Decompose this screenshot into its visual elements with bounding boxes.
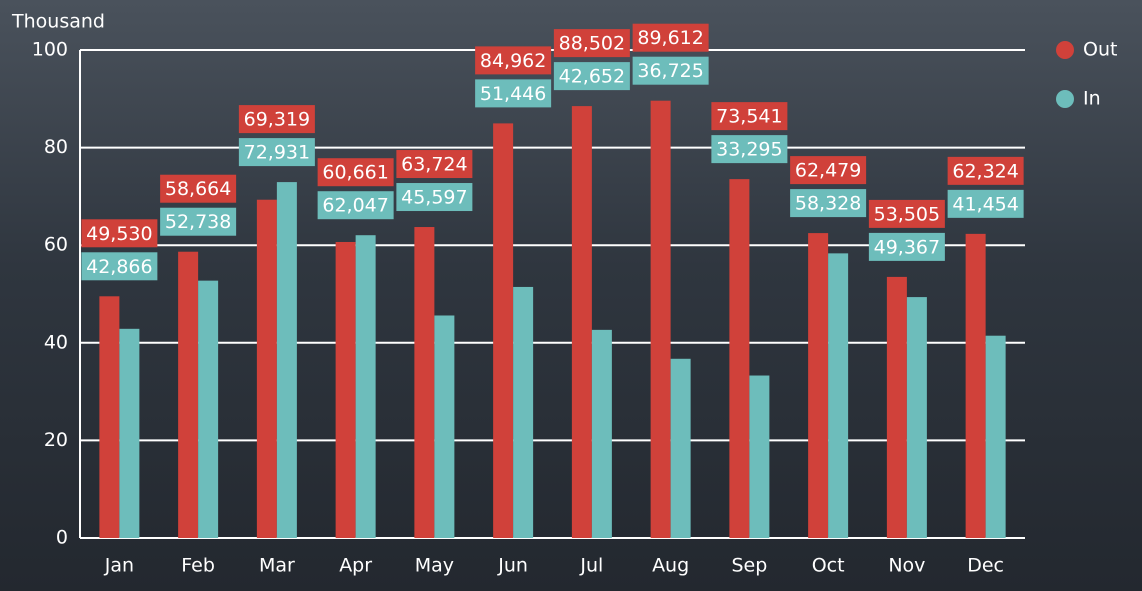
bar <box>119 329 139 538</box>
bar <box>887 277 907 538</box>
x-tick-label: Sep <box>731 555 767 577</box>
x-tick-label: Feb <box>181 555 215 577</box>
x-tick-label: Aug <box>652 555 689 577</box>
legend-marker <box>1056 90 1074 108</box>
x-tick-label: Nov <box>888 555 925 577</box>
y-tick-label: 100 <box>32 39 68 61</box>
bar <box>434 315 454 538</box>
bar <box>986 336 1006 538</box>
x-tick-label: Jul <box>579 555 603 577</box>
value-label: 33,295 <box>716 139 782 161</box>
axis-unit: Thousand <box>11 11 105 33</box>
value-label: 60,661 <box>322 162 388 184</box>
bar <box>178 252 198 538</box>
bar <box>356 235 376 538</box>
bar <box>966 234 986 538</box>
value-label: 49,367 <box>874 236 940 258</box>
value-label: 41,454 <box>952 193 1018 215</box>
bar <box>513 287 533 538</box>
value-label: 36,725 <box>637 60 703 82</box>
value-label: 53,505 <box>874 203 940 225</box>
legend-label: Out <box>1083 39 1117 61</box>
value-label: 62,479 <box>795 160 861 182</box>
bar <box>99 296 119 538</box>
bar <box>808 233 828 538</box>
x-tick-label: Oct <box>812 555 845 577</box>
value-label: 69,319 <box>244 109 310 131</box>
value-label: 45,597 <box>401 187 467 209</box>
value-label: 42,652 <box>559 66 625 88</box>
value-label: 72,931 <box>244 142 310 164</box>
bar <box>493 123 513 538</box>
value-label: 52,738 <box>165 211 231 233</box>
y-tick-label: 0 <box>56 527 68 549</box>
value-label: 84,962 <box>480 50 546 72</box>
y-tick-label: 20 <box>44 429 68 451</box>
x-tick-label: Mar <box>259 555 295 577</box>
bar <box>572 106 592 538</box>
bar <box>651 101 671 538</box>
value-label: 58,664 <box>165 178 231 200</box>
value-label: 73,541 <box>716 106 782 128</box>
value-label: 63,724 <box>401 154 467 176</box>
value-label: 51,446 <box>480 83 546 105</box>
chart: Thousand 0 20 40 60 80 100 Jan 49,530 42,866 Feb 5… <box>0 0 1142 591</box>
value-label: 42,866 <box>86 256 152 278</box>
x-tick-label: Dec <box>967 555 1004 577</box>
bar <box>828 253 848 538</box>
y-tick-label: 40 <box>44 331 68 353</box>
x-tick-label: Jun <box>497 555 528 577</box>
bar <box>907 297 927 538</box>
value-label: 49,530 <box>86 223 152 245</box>
legend-label: In <box>1083 88 1101 110</box>
y-tick-label: 80 <box>44 136 68 158</box>
legend-marker <box>1056 41 1074 59</box>
x-tick-label: May <box>415 555 454 577</box>
value-label: 88,502 <box>559 33 625 55</box>
bar <box>592 330 612 538</box>
bar <box>277 182 297 538</box>
value-label: 62,324 <box>952 160 1018 182</box>
bar <box>749 376 769 538</box>
bar <box>414 227 434 538</box>
value-label: 89,612 <box>637 27 703 49</box>
value-label: 62,047 <box>322 195 388 217</box>
bar <box>257 200 277 538</box>
bar <box>336 242 356 538</box>
bar <box>198 281 218 538</box>
x-tick-label: Jan <box>104 555 134 577</box>
bar <box>671 359 691 538</box>
y-tick-label: 60 <box>44 234 68 256</box>
value-label: 58,328 <box>795 193 861 215</box>
x-tick-label: Apr <box>339 555 372 577</box>
bar <box>729 179 749 538</box>
